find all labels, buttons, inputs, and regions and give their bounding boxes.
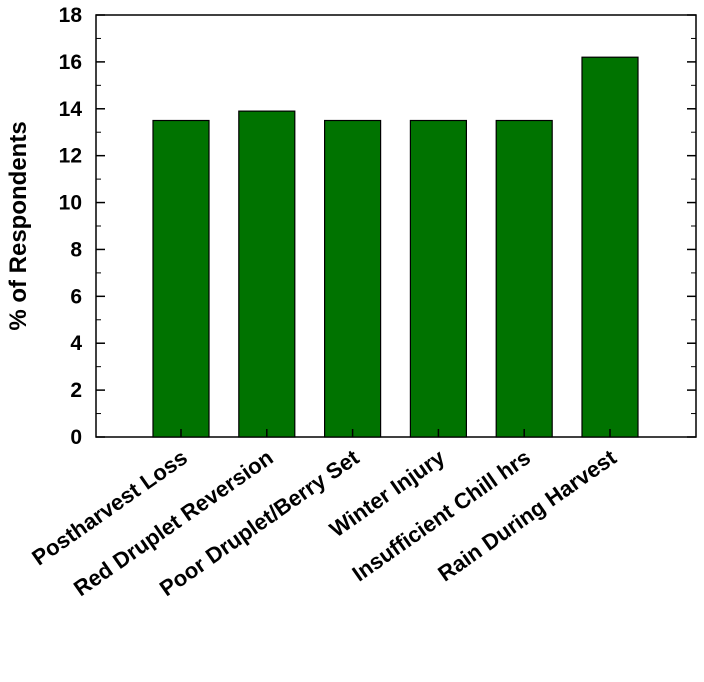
bar	[324, 119, 382, 438]
y-tick-label: 14	[59, 98, 83, 121]
y-tick-label: 0	[70, 426, 82, 449]
y-tick-label: 12	[59, 145, 82, 168]
major-ticks: 0 2 4 6 8 10 12 14 16 18	[59, 4, 696, 449]
bar	[581, 56, 639, 438]
y-tick-label: 2	[70, 379, 82, 402]
bar	[238, 110, 296, 438]
y-tick-label: 18	[59, 4, 83, 27]
y-tick-label: 6	[70, 285, 82, 308]
bar	[152, 119, 210, 438]
category-ticks	[180, 429, 611, 437]
bars	[152, 56, 639, 438]
y-tick-label: 4	[70, 332, 82, 355]
bar	[409, 119, 467, 438]
y-axis-title: % of Respondents	[5, 121, 32, 330]
bar	[495, 119, 553, 438]
y-tick-label: 16	[59, 51, 82, 74]
y-tick-label: 10	[59, 192, 82, 215]
y-tick-label: 8	[70, 238, 82, 261]
minor-ticks	[96, 37, 696, 415]
